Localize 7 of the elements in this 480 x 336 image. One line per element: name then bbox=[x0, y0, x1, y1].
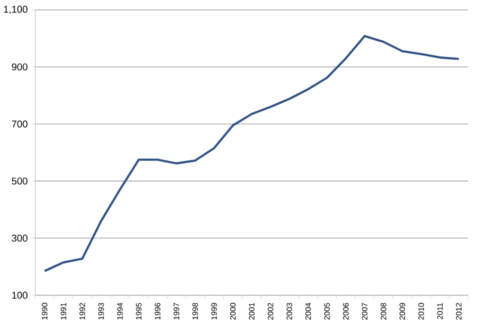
y-tick-label: 1,100 bbox=[4, 6, 28, 14]
y-tick-label: 900 bbox=[12, 64, 28, 71]
y-tick-label: 300 bbox=[12, 234, 28, 242]
line-series bbox=[44, 35, 460, 272]
y-tick-label: 500 bbox=[12, 178, 28, 185]
y-tick-label: 100 bbox=[12, 292, 28, 299]
y-tick-label: 700 bbox=[12, 120, 28, 128]
